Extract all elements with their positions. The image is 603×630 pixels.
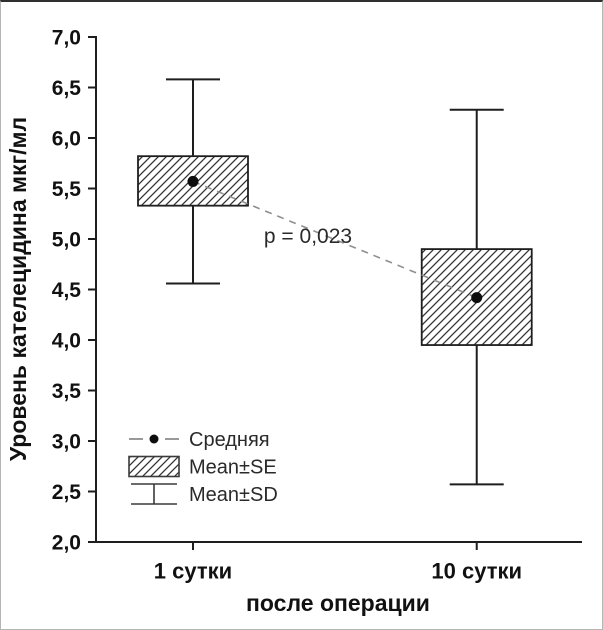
p-value-annotation: p = 0,023 [264,225,352,248]
y-tick-label: 5,5 [52,178,82,201]
legend-label: Mean±SE [189,457,277,479]
legend-label: Mean±SD [189,484,278,506]
x-category-label: 10 сутки [431,559,522,584]
legend-mean-dot [149,434,159,444]
x-axis-label: после операции [246,590,430,616]
legend-se-box [128,455,180,478]
y-tick-label: 4,0 [52,329,81,352]
y-tick-label: 4,5 [52,279,82,302]
y-tick-label: 3,0 [52,430,81,453]
y-tick-label: 6,5 [52,77,82,100]
x-category-label: 1 сутки [154,559,232,584]
y-tick-label: 2,0 [52,531,81,554]
y-tick-label: 3,5 [52,380,82,403]
legend-label: Средняя [189,429,270,451]
y-tick-label: 7,0 [52,26,81,49]
y-tick-label: 2,5 [52,481,82,504]
y-tick-label: 6,0 [52,127,81,150]
y-axis-label: Уровень кателецидина мкг/мл [5,117,31,461]
y-tick-label: 5,0 [52,228,81,251]
plot-area: 2,0 2,5 3,0 3,5 4,0 4,5 5,0 5,5 6,0 6,5 7,0 1 сутки… [52,26,582,584]
mean-point [471,292,483,304]
mean-point [187,175,199,187]
